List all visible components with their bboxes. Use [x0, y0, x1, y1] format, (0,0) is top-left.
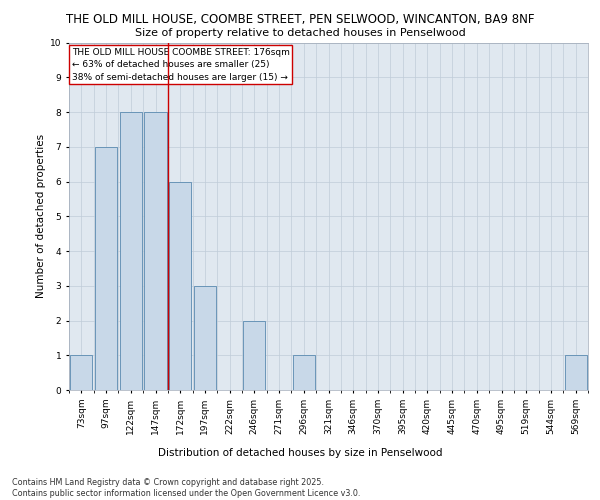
Bar [194, 286, 216, 390]
Bar [169, 182, 191, 390]
Text: THE OLD MILL HOUSE COOMBE STREET: 176sqm
← 63% of detached houses are smaller (2: THE OLD MILL HOUSE COOMBE STREET: 176sqm… [71, 48, 289, 82]
Bar [95, 147, 117, 390]
Bar [145, 112, 167, 390]
Text: Distribution of detached houses by size in Penselwood: Distribution of detached houses by size … [158, 448, 442, 458]
Text: Size of property relative to detached houses in Penselwood: Size of property relative to detached ho… [134, 28, 466, 38]
Bar [119, 112, 142, 390]
Y-axis label: Number of detached properties: Number of detached properties [35, 134, 46, 298]
Bar [70, 355, 92, 390]
Bar [565, 355, 587, 390]
Bar [243, 320, 265, 390]
Bar [293, 355, 315, 390]
Text: Contains HM Land Registry data © Crown copyright and database right 2025.
Contai: Contains HM Land Registry data © Crown c… [12, 478, 361, 498]
Text: THE OLD MILL HOUSE, COOMBE STREET, PEN SELWOOD, WINCANTON, BA9 8NF: THE OLD MILL HOUSE, COOMBE STREET, PEN S… [66, 12, 534, 26]
